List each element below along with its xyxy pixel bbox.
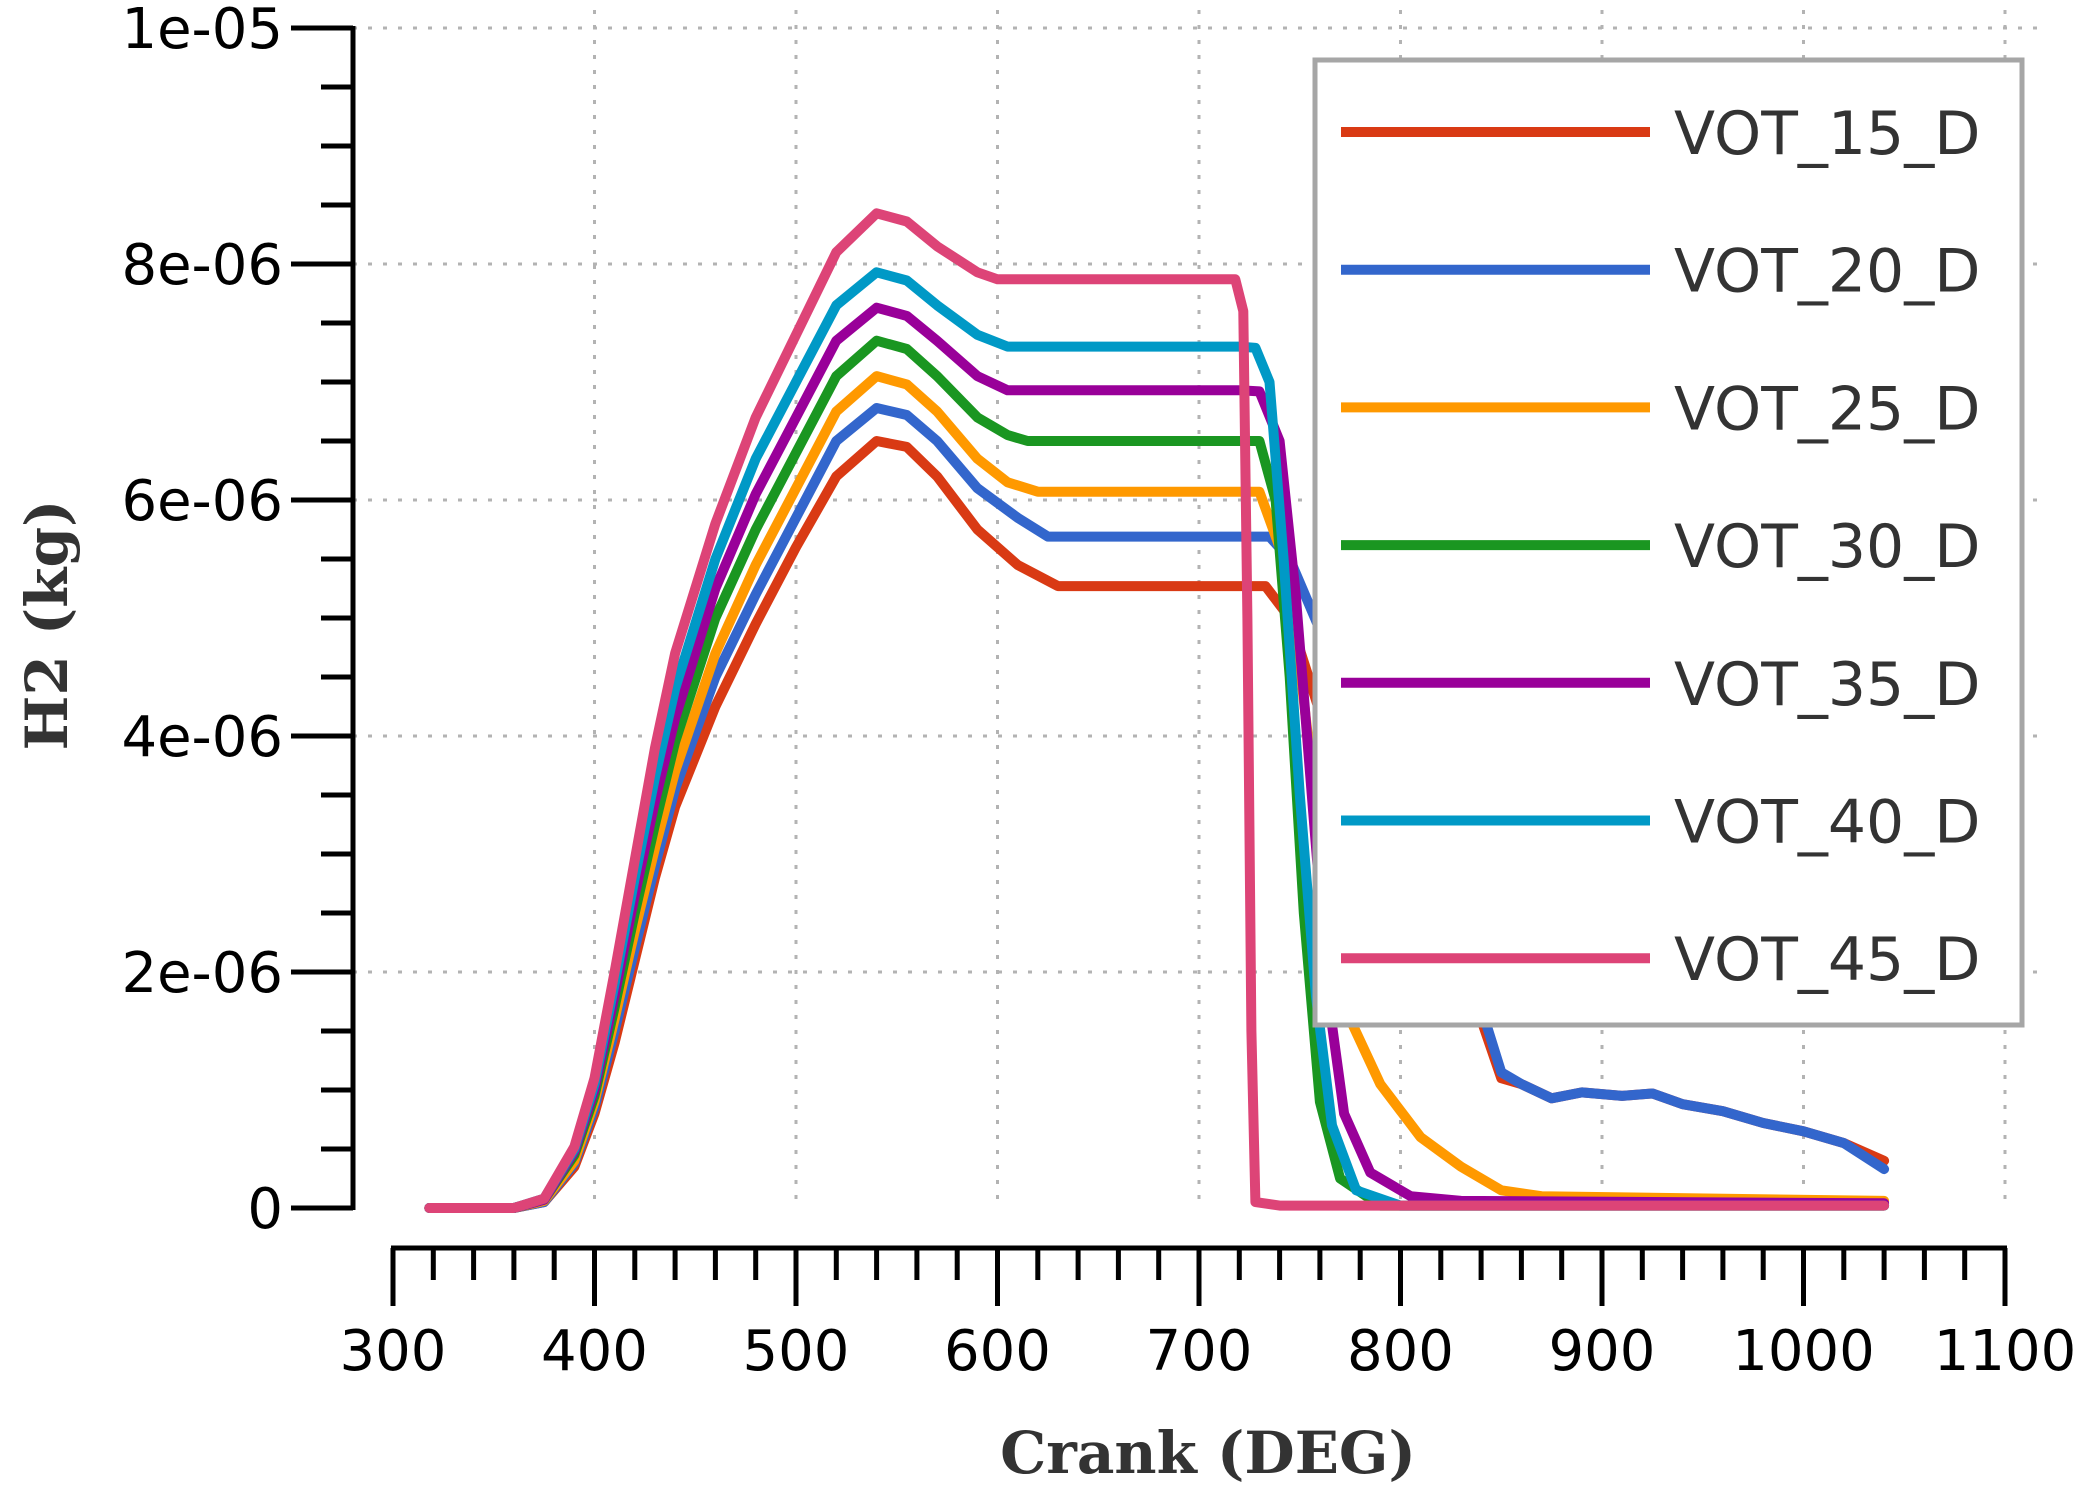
y-axis: 0 2e-06 4e-06 6e-06 8e-06 1e-05 [121,0,356,1242]
x-tick-label: 1100 [1934,1319,2077,1384]
y-tick-label: 4e-06 [121,705,283,770]
legend-label: VOT_30_D [1674,512,1980,582]
legend: VOT_15_D VOT_20_D VOT_25_D VOT_30_D VOT_35_D… [1312,57,2025,1028]
x-tick-label: 800 [1347,1319,1454,1384]
x-tick-label: 300 [340,1319,447,1384]
x-tick-label: 600 [944,1319,1051,1384]
y-tick-label: 8e-06 [121,233,283,298]
x-tick-label: 900 [1549,1319,1656,1384]
x-tick-label: 1000 [1732,1319,1875,1384]
y-tick-label: 1e-05 [121,0,283,62]
series-lines [424,208,1890,1213]
series-line-vot-45-d [424,208,1890,1213]
legend-label: VOT_25_D [1674,374,1980,444]
y-tick-label: 2e-06 [121,941,283,1006]
legend-label: VOT_20_D [1674,237,1980,307]
legend-label: VOT_45_D [1674,925,1980,995]
x-tick-label: 700 [1146,1319,1253,1384]
x-axis: 300 400 500 600 700 800 900 1000 1100 [340,1245,2077,1384]
y-tick-label: 0 [247,1177,283,1242]
x-tick-label: 500 [743,1319,850,1384]
x-axis-title: Crank (DEG) [1000,1419,1416,1487]
x-tick-label: 400 [541,1319,648,1384]
y-axis-title: H2 (kg) [13,500,81,751]
legend-label: VOT_40_D [1674,788,1980,858]
y-tick-label: 6e-06 [121,469,283,534]
legend-label: VOT_15_D [1674,99,1980,169]
legend-label: VOT_35_D [1674,650,1980,720]
